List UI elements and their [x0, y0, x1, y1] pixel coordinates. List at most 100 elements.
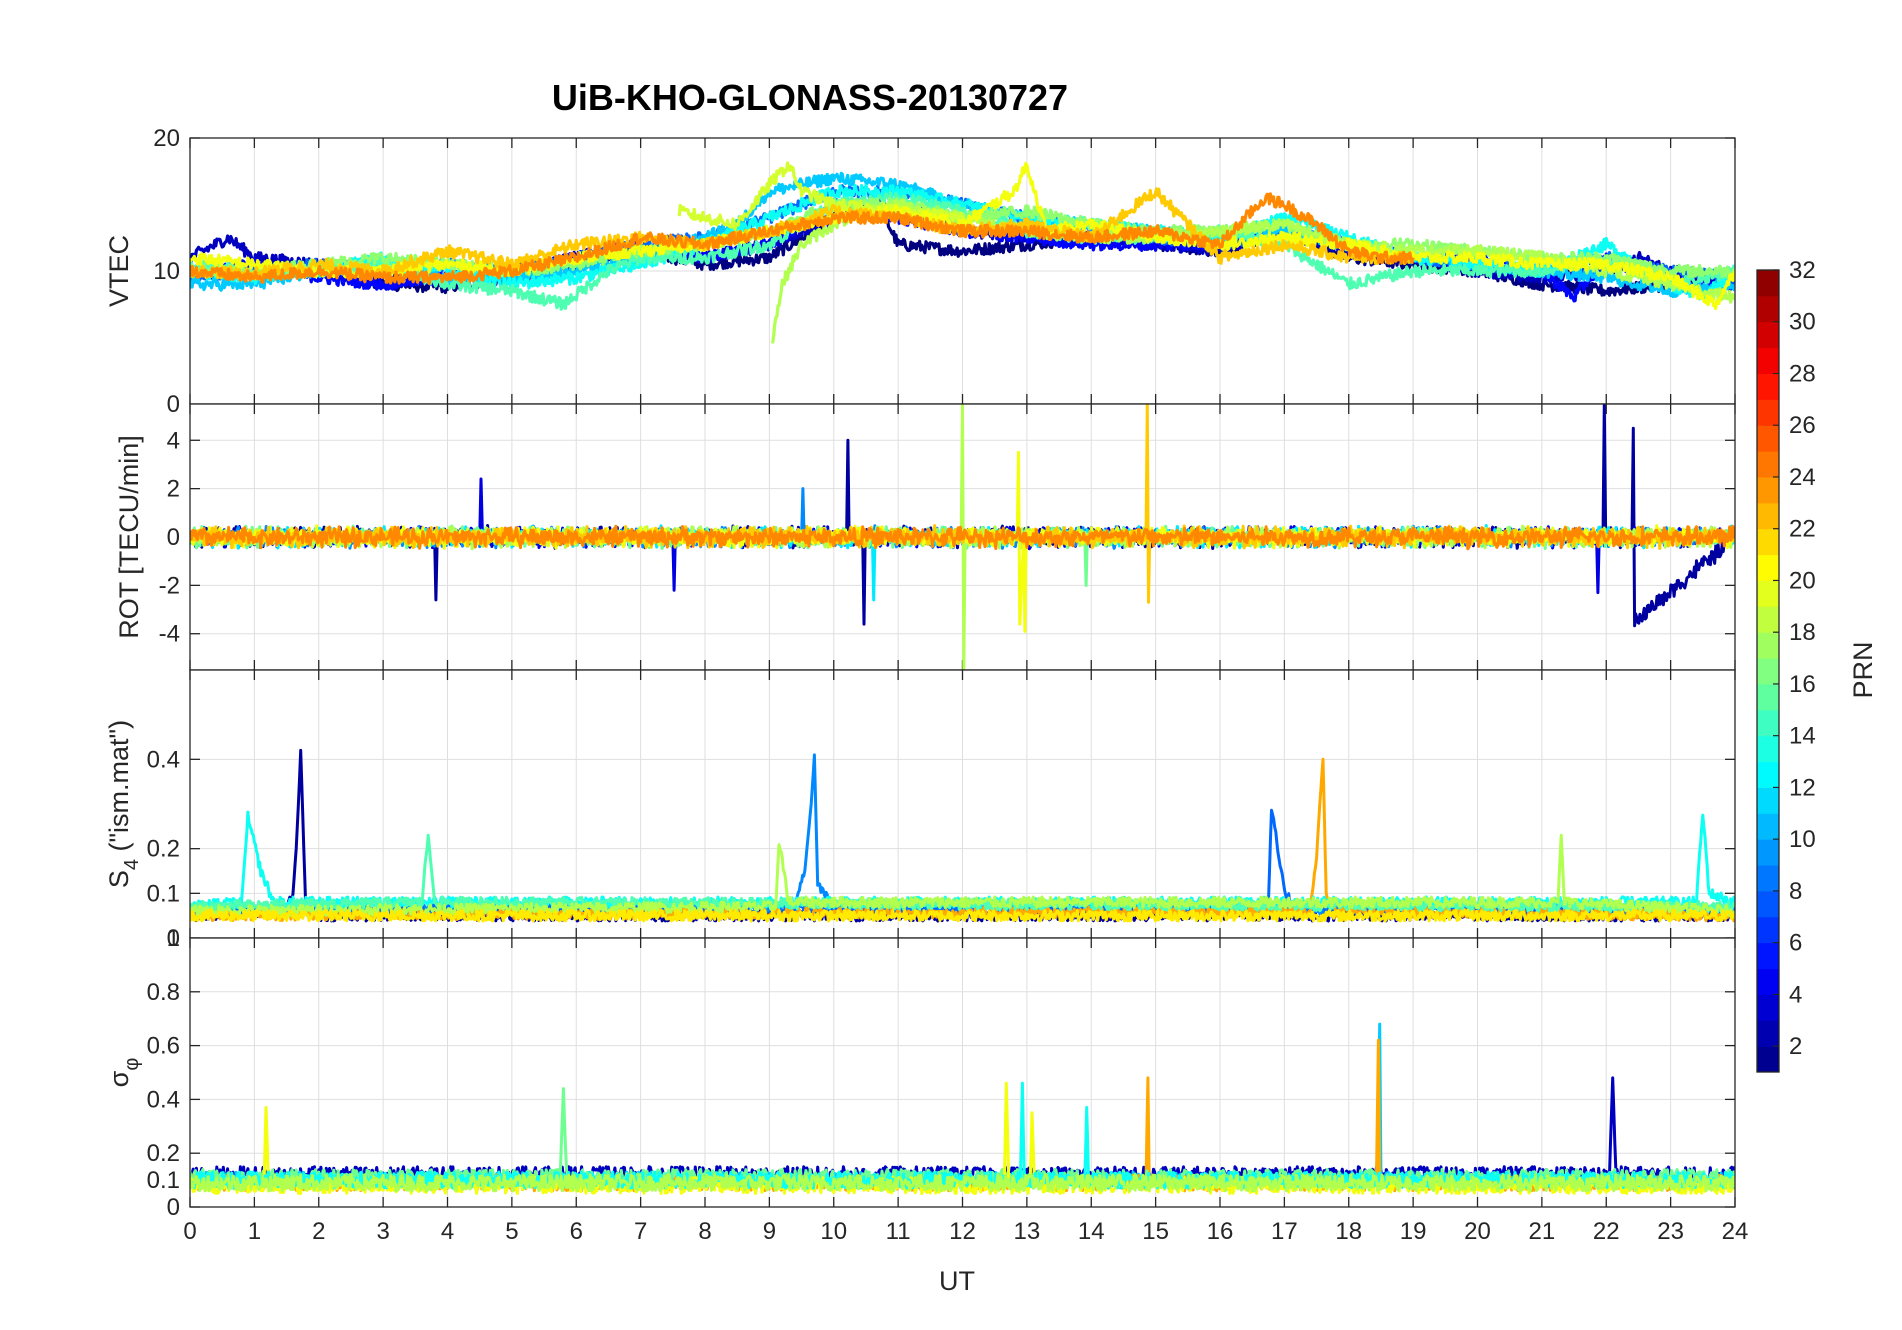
x-tick-label: 20: [1464, 1218, 1491, 1245]
y-tick-label-extra: 1: [167, 925, 180, 952]
colorbar-tick-label: 14: [1789, 723, 1816, 750]
x-tick-label: 13: [1014, 1218, 1041, 1245]
colorbar-segment: [1757, 761, 1779, 788]
x-tick-label: 9: [763, 1218, 776, 1245]
x-tick-label: 8: [698, 1218, 711, 1245]
y-tick-label: 0.2: [147, 836, 180, 863]
colorbar-segment: [1757, 683, 1779, 711]
series-group: [190, 748, 1735, 923]
colorbar-segment: [1757, 528, 1779, 556]
colorbar-tick-label: 6: [1789, 930, 1802, 957]
y-tick-label: 0.4: [147, 1086, 180, 1113]
x-tick-label: 2: [312, 1218, 325, 1245]
y-tick-label: 4: [167, 427, 180, 454]
colorbar-tick-label: 16: [1789, 671, 1816, 698]
colorbar-segment: [1757, 321, 1779, 349]
chart-title: UiB-KHO-GLONASS-20130727: [552, 77, 1068, 118]
y-axis-label-vtec: VTEC: [104, 235, 134, 307]
colorbar-segment: [1757, 968, 1779, 995]
colorbar-tick-label: 24: [1789, 464, 1816, 491]
panel-s4: 0 0.1 0.2 0.4 1 S4 ("ism.mat"): [104, 669, 1736, 952]
series-line-prn-20: [190, 161, 1735, 311]
y-tick-label: 0.8: [147, 979, 180, 1006]
colorbar-segment: [1757, 580, 1779, 607]
colorbar-frame: [1756, 269, 1780, 1073]
x-tick-label: 18: [1335, 1218, 1362, 1245]
series-line-prn-18: [190, 1173, 1735, 1193]
series-group: [190, 161, 1735, 344]
x-tick-label: 14: [1078, 1218, 1105, 1245]
x-tick-label: 5: [505, 1218, 518, 1245]
colorbar-tick-label: 20: [1789, 567, 1816, 594]
colorbar-segment: [1757, 839, 1779, 866]
x-tick-label: 24: [1722, 1218, 1749, 1245]
series-group: [190, 404, 1735, 670]
colorbar-segment: [1757, 813, 1779, 840]
colorbar-tick-label: 18: [1789, 619, 1816, 646]
colorbar-label: PRN: [1848, 641, 1878, 698]
y-tick-label: 2: [167, 476, 180, 503]
colorbar-segment: [1757, 1046, 1779, 1073]
colorbar-segment: [1757, 709, 1779, 737]
colorbar-segment: [1757, 916, 1779, 944]
series-line-prn-24: [190, 192, 1415, 286]
colorbar-segment: [1757, 735, 1779, 763]
y-axis-label-s4: S4 ("ism.mat"): [104, 720, 143, 888]
y-tick-label: 10: [153, 258, 180, 285]
y-tick-label: 0.6: [147, 1033, 180, 1060]
x-tick-label: 6: [570, 1218, 583, 1245]
colorbar-segment: [1757, 554, 1779, 581]
colorbar-segment: [1757, 994, 1779, 1021]
panel-sigma_phi: 00.10.2 0.4 0.6 0.8 σφ: [104, 937, 1736, 1221]
colorbar-segment: [1757, 295, 1779, 323]
x-tick-label: 21: [1529, 1218, 1556, 1245]
colorbar-segment: [1757, 425, 1779, 452]
colorbar-tick-label: 28: [1789, 360, 1816, 387]
series-group: [190, 1022, 1735, 1195]
series-line-prn-21: [190, 908, 1735, 923]
colorbar-tick-label: 26: [1789, 412, 1816, 439]
x-axis-label: UT: [939, 1266, 975, 1296]
x-tick-label: 22: [1593, 1218, 1620, 1245]
series-line-prn-24: [190, 524, 1735, 551]
y-axis-label-sigma_phi: σφ: [104, 1058, 143, 1088]
colorbar-segment: [1757, 632, 1779, 659]
x-tick-labels: 0 1 2 3 4 5 6 7 8 9 10 11 12 13 14 15 16 17 18 19 20 21 22 23 24: [183, 1218, 1748, 1245]
colorbar-segment: [1757, 1020, 1779, 1047]
colorbar-tick-label: 10: [1789, 826, 1816, 853]
colorbar-segment: [1757, 606, 1779, 633]
colorbar-segment: [1757, 787, 1779, 814]
panel-vtec: 10 20 0 VTEC: [104, 125, 1736, 418]
y-tick-label: 0: [167, 524, 180, 551]
colorbar-tick-label: 8: [1789, 878, 1802, 905]
colorbar-segment: [1757, 373, 1779, 400]
colorbar-tick-label: 2: [1789, 1033, 1802, 1060]
colorbar-segment: [1757, 347, 1779, 374]
y-tick-label: 0.4: [147, 746, 180, 773]
x-tick-label: 11: [886, 1218, 911, 1245]
colorbar-tick-label: 32: [1789, 257, 1816, 284]
colorbar-segment: [1757, 942, 1779, 970]
y-tick-label: 0.2: [147, 1140, 180, 1167]
y-tick-label-zero: 0: [167, 391, 180, 418]
colorbar-tick-label: 30: [1789, 309, 1816, 336]
x-tick-label: 1: [248, 1218, 261, 1245]
x-tick-label: 12: [949, 1218, 976, 1245]
colorbar-tick-label: 4: [1789, 981, 1802, 1008]
colorbar-segment: [1757, 502, 1779, 530]
x-tick-label: 7: [634, 1218, 647, 1245]
x-tick-label: 4: [441, 1218, 454, 1245]
colorbar-segment: [1757, 476, 1779, 504]
x-tick-label: 17: [1271, 1218, 1298, 1245]
x-tick-label: 19: [1400, 1218, 1427, 1245]
panel-rot: -4 -2 0 2 4 ROT [TECU/min]: [114, 403, 1736, 671]
y-tick-label: 0.1: [147, 880, 180, 907]
y-tick-label: 0: [167, 925, 180, 952]
y-tick-label: -2: [159, 572, 180, 599]
y-tick-label: 0: [167, 1194, 180, 1221]
colorbar-segment: [1757, 890, 1779, 918]
x-tick-label: 15: [1142, 1218, 1169, 1245]
x-tick-label: 10: [820, 1218, 847, 1245]
